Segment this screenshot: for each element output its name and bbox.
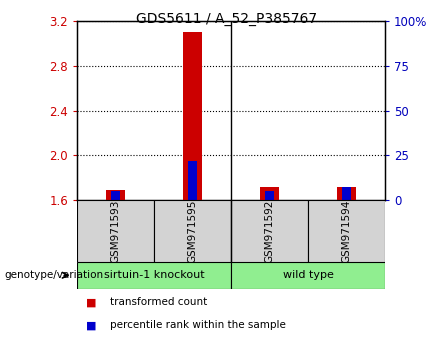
Text: genotype/variation: genotype/variation [4, 270, 103, 280]
Text: sirtuin-1 knockout: sirtuin-1 knockout [104, 270, 204, 280]
Bar [231, 200, 308, 262]
Bar [106, 190, 125, 200]
Bar [231, 262, 385, 289]
Bar [111, 191, 120, 200]
Text: GSM971594: GSM971594 [341, 199, 352, 263]
Bar [308, 200, 385, 262]
Text: percentile rank within the sample: percentile rank within the sample [110, 320, 286, 330]
Text: ■: ■ [86, 320, 96, 330]
Text: ■: ■ [86, 297, 96, 307]
Text: GSM971595: GSM971595 [187, 199, 198, 263]
Bar [265, 191, 274, 200]
Bar [77, 200, 154, 262]
Bar [188, 161, 197, 200]
Bar [260, 187, 279, 200]
Text: GDS5611 / A_52_P385767: GDS5611 / A_52_P385767 [136, 12, 317, 27]
Text: GSM971593: GSM971593 [110, 199, 121, 263]
Bar [154, 200, 231, 262]
Text: transformed count: transformed count [110, 297, 207, 307]
Bar [183, 33, 202, 200]
Text: wild type: wild type [282, 270, 334, 280]
Bar [77, 262, 231, 289]
Bar [342, 188, 351, 200]
Text: GSM971592: GSM971592 [264, 199, 275, 263]
Bar [337, 187, 356, 200]
